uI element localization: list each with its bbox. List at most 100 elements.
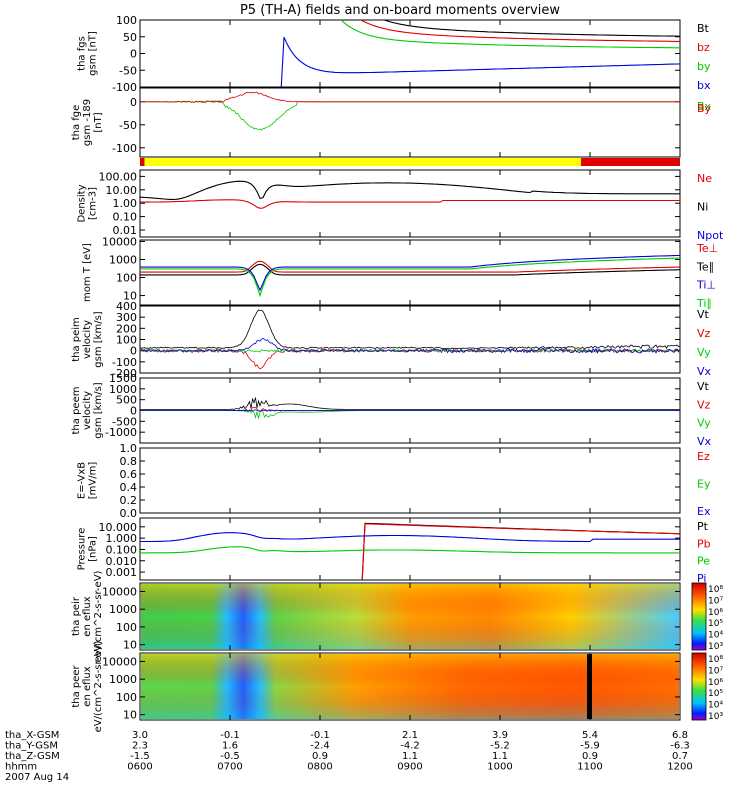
series-line <box>280 36 680 87</box>
panel-frame <box>139 305 681 374</box>
legend-entry: Ex <box>697 505 711 518</box>
x-row-value: 1.1 <box>402 751 418 762</box>
legend-entry: bx <box>697 79 711 92</box>
y-tick-label: -100 <box>112 142 137 155</box>
y-axis-label: Pressure[nPa] <box>77 528 99 571</box>
series-line <box>359 20 680 42</box>
series-line <box>140 410 680 420</box>
y-tick-label: 0.001 <box>106 566 138 579</box>
colorbar-label: 10³ <box>708 642 723 652</box>
legend-entry: By <box>697 102 712 115</box>
y-tick-label: 0.2 <box>120 494 138 507</box>
colorbar-label: 10⁶ <box>708 608 723 618</box>
series-line <box>140 260 680 273</box>
colorbar <box>691 582 707 651</box>
series-line <box>340 20 680 49</box>
colorbar-label: 10⁷ <box>708 596 723 606</box>
legend-entry: Vy <box>697 346 711 359</box>
x-row-label: hhmm <box>5 762 37 773</box>
y-tick-label: 0 <box>130 345 137 358</box>
figure-title: P5 (TH-A) fields and on-board moments ov… <box>240 3 560 18</box>
spectrogram-shade <box>141 584 679 649</box>
y-tick-label: 100.00 <box>99 170 138 183</box>
legend-entry: bz <box>697 41 710 54</box>
panel-temperature: 10000 1000 100 10 mom T [eV] Te⊥ Te∥ Ti⊥ Ti∥ <box>82 235 718 310</box>
colorbar-label: 10⁴ <box>708 631 723 641</box>
y-axis-label: tha fgegsm -189[nT] <box>71 99 104 146</box>
series-line <box>382 20 680 37</box>
y-tick-label: 1500 <box>109 372 137 385</box>
legend-entry: Vx <box>697 365 712 378</box>
series-line <box>140 100 680 131</box>
x-row-value: 1100 <box>577 762 602 773</box>
legend-entry: Te∥ <box>696 260 714 273</box>
y-tick-label: 100 <box>116 14 137 27</box>
panel-frame <box>139 517 681 581</box>
legend-entry: Bt <box>697 22 710 35</box>
panel-frame <box>139 169 681 238</box>
y-axis-label: mom T [eV] <box>82 243 93 302</box>
legend-entry: Vt <box>697 308 710 321</box>
x-row-value: -0.1 <box>310 730 330 741</box>
series-line <box>140 338 680 354</box>
x-row-value: 1200 <box>667 762 692 773</box>
colorbar-label: 10⁵ <box>708 619 723 629</box>
colorbar-label: 10⁷ <box>708 666 723 676</box>
y-axis-label: tha peemvelocitygsm [km/s] <box>71 382 104 438</box>
panel-efield: 1.00.80.60.40.20.0 E=-VxB[mV/m] Ez Ey Ex <box>77 442 711 520</box>
legend-entry: Npot <box>697 229 724 242</box>
x-row-value: 0.9 <box>582 751 598 762</box>
y-tick-label: 10.00 <box>106 184 138 197</box>
mode-segment <box>581 158 680 166</box>
y-tick-label: 0.10 <box>113 211 138 224</box>
x-row-value: 3.0 <box>132 730 148 741</box>
legend-entry: Vx <box>697 435 712 448</box>
y-axis-label: tha fgsgsm [nT] <box>77 31 99 76</box>
y-axis-label: E=-VxB[mV/m] <box>77 462 99 500</box>
y-tick-label: -100 <box>112 356 137 369</box>
series-line <box>140 263 680 276</box>
y-axis-label: tha peeren efluxeV/(cm^2-s-sr-eV) <box>71 640 104 732</box>
x-row-value: 0900 <box>397 762 422 773</box>
y-tick-label: 1.00 <box>113 197 138 210</box>
y-tick-label: -50 <box>119 64 137 77</box>
colorbar-label: 10⁴ <box>708 701 723 711</box>
legend-entry: Vt <box>697 380 710 393</box>
series-line <box>140 348 680 370</box>
legend-entry: Pe <box>697 555 710 568</box>
y-axis-label: Density[cm-3] <box>77 184 99 222</box>
x-row-value: -0.1 <box>220 730 240 741</box>
x-row-value: 1.1 <box>492 751 508 762</box>
x-row-value: 2.1 <box>402 730 418 741</box>
colorbar-label: 10⁵ <box>708 689 723 699</box>
legend-entry: Pt <box>697 520 709 533</box>
y-tick-label: 1000 <box>109 383 137 396</box>
x-row-value: 0700 <box>217 762 242 773</box>
y-tick-label: -1000 <box>105 426 137 439</box>
y-tick-label: 10000 <box>102 655 137 668</box>
panel-fgs: 100 50 0 -50 -100 tha fgsgsm [nT] Bt bz by bx <box>77 14 711 94</box>
y-tick-label: 200 <box>116 322 137 335</box>
mode-segment <box>140 158 145 166</box>
x-row-value: 5.4 <box>582 730 598 741</box>
x-row-value: -6.3 <box>670 741 690 752</box>
series-line <box>140 254 680 292</box>
legend-entry: Ey <box>697 478 711 491</box>
y-tick-label: 1000 <box>109 673 137 686</box>
y-tick-label: 0.01 <box>113 224 138 237</box>
y-tick-label: 100 <box>116 691 137 704</box>
y-tick-label: -200 <box>112 367 137 380</box>
y-tick-label: 1000 <box>109 603 137 616</box>
legend-entry: Ez <box>697 450 710 463</box>
panel-mode <box>140 158 680 166</box>
colorbar-label: 10⁶ <box>708 678 723 688</box>
colorbar <box>691 652 707 721</box>
y-tick-label: 0.100 <box>106 543 138 556</box>
series-line <box>140 546 680 554</box>
y-axis-label: tha peiren efluxeV/(cm^2-s-sr-eV) <box>71 570 104 662</box>
